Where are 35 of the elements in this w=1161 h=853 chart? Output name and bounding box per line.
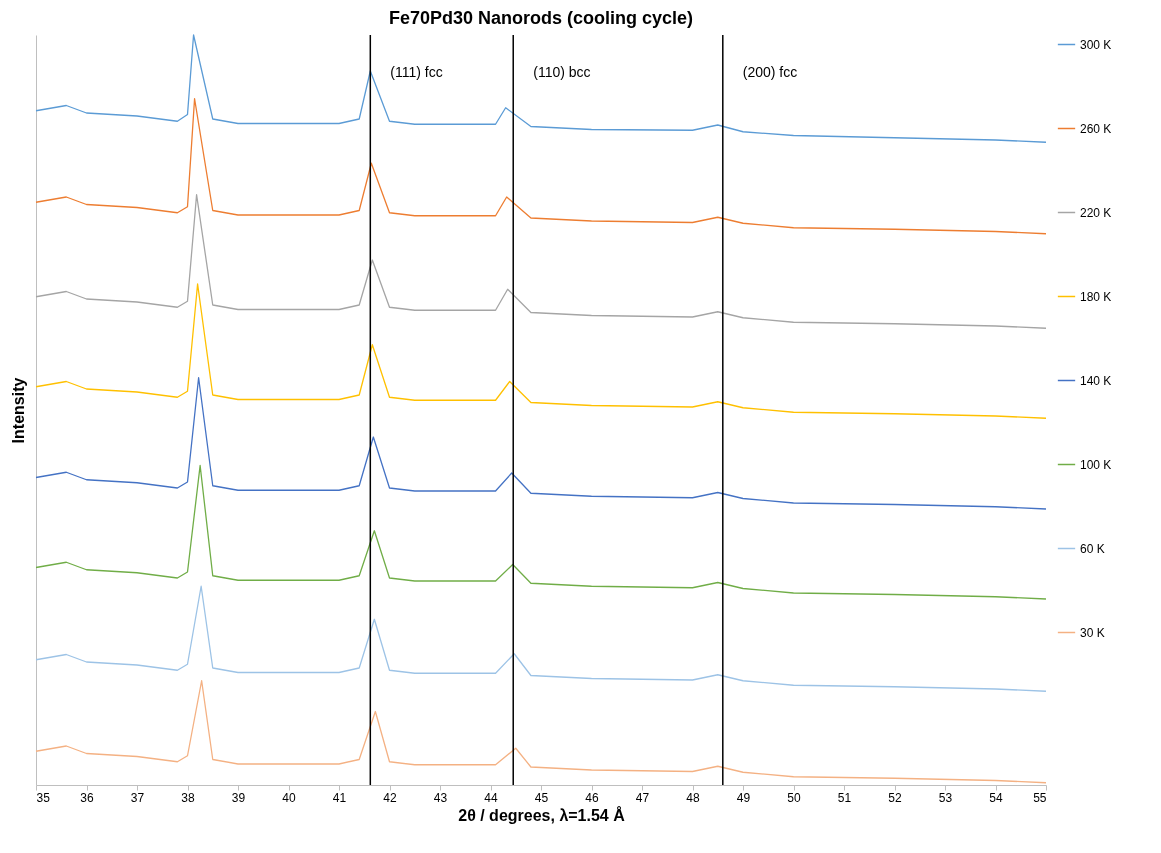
- x-tick-label: 39: [231, 790, 246, 805]
- legend-label: 100 K: [1080, 457, 1112, 472]
- x-tick-label: 37: [130, 790, 145, 805]
- chart-title: Fe70Pd30 Nanorods (cooling cycle): [388, 8, 694, 29]
- x-tick-label: 46: [585, 790, 599, 805]
- legend-label: 30 K: [1080, 625, 1105, 640]
- x-tick-label: 54: [989, 790, 1003, 805]
- ref-line-label: (111) fcc: [390, 64, 443, 80]
- x-tick-label: 44: [484, 790, 498, 805]
- x-tick-label: 41: [332, 790, 347, 805]
- x-tick-label: 35: [36, 790, 51, 805]
- x-tick-label: 55: [1033, 790, 1047, 805]
- x-tick-label: 40: [282, 790, 296, 805]
- x-tick-label: 52: [888, 790, 902, 805]
- x-tick-label: 53: [938, 790, 953, 805]
- x-tick-label: 42: [383, 790, 397, 805]
- x-tick-label: 36: [80, 790, 94, 805]
- x-tick-label: 45: [534, 790, 549, 805]
- x-axis-title: 2θ / degrees, λ=1.54 Å: [458, 805, 626, 824]
- legend-label: 60 K: [1080, 541, 1105, 556]
- legend-label: 300 K: [1080, 37, 1112, 52]
- legend-label: 140 K: [1080, 373, 1112, 388]
- ref-line-label: (200) fcc: [742, 64, 798, 80]
- legend-label: 180 K: [1080, 289, 1112, 304]
- legend-label: 220 K: [1080, 205, 1112, 220]
- ref-line-label: (110) bcc: [533, 64, 591, 80]
- legend-label: 260 K: [1080, 121, 1112, 136]
- x-tick-label: 48: [686, 790, 700, 805]
- x-tick-label: 38: [181, 790, 195, 805]
- y-axis-title: Intensity: [9, 377, 27, 444]
- x-tick-label: 43: [433, 790, 448, 805]
- x-tick-label: 50: [787, 790, 801, 805]
- x-tick-label: 49: [736, 790, 751, 805]
- x-tick-label: 47: [635, 790, 650, 805]
- x-tick-label: 51: [837, 790, 852, 805]
